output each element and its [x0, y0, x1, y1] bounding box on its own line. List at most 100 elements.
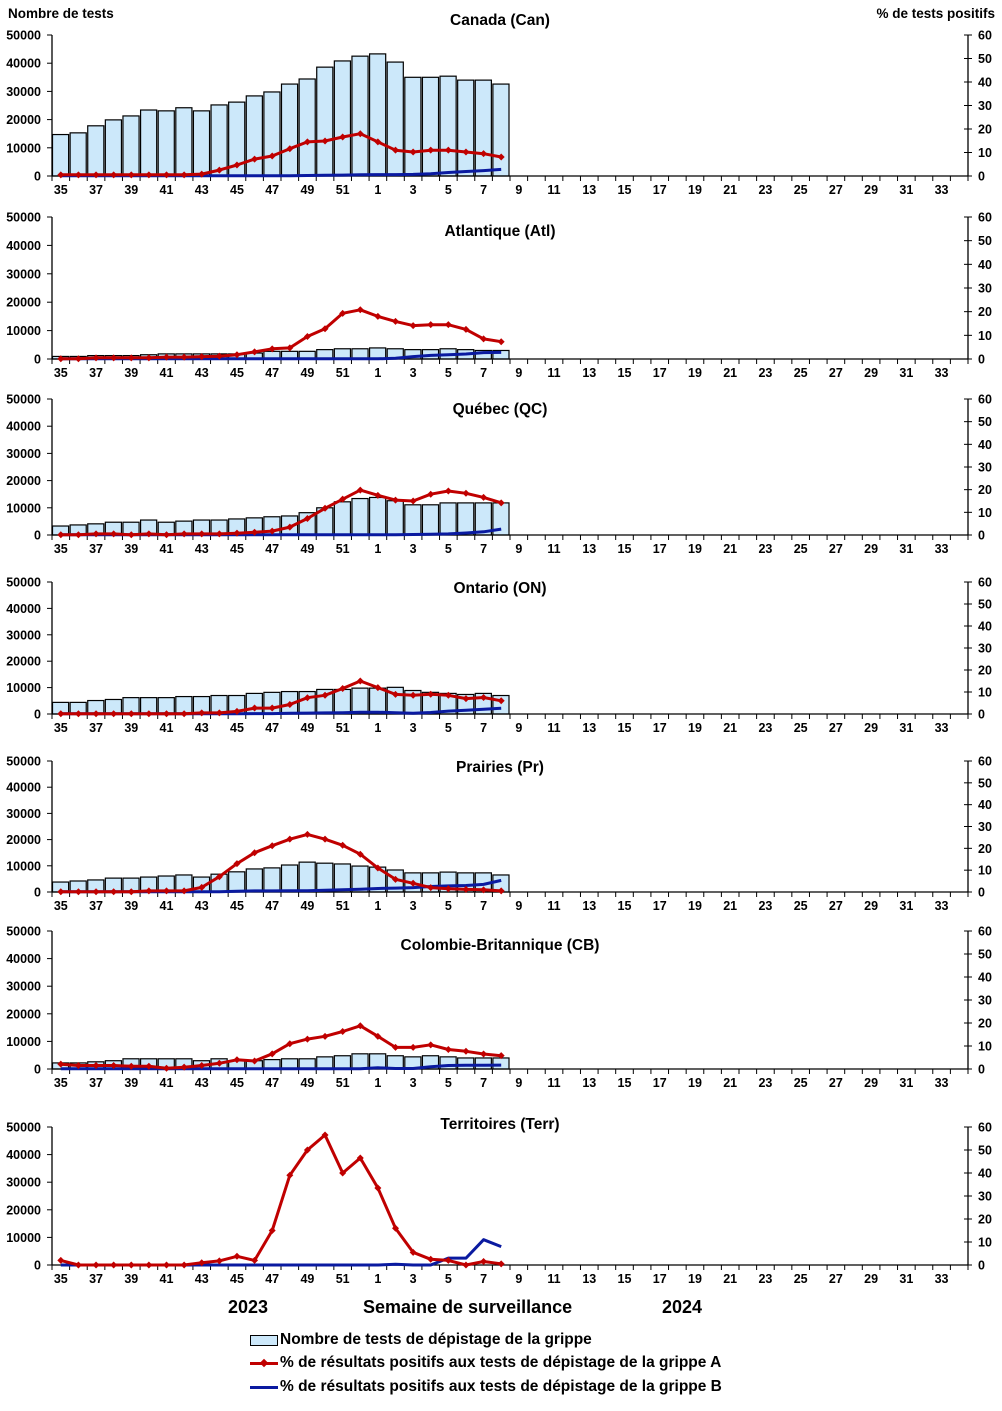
- point-flu-a: [321, 137, 329, 145]
- point-flu-a: [462, 148, 470, 156]
- x-tick-label: 1: [374, 1272, 381, 1286]
- x-tick-label: 51: [336, 1076, 350, 1090]
- point-flu-a: [251, 1057, 259, 1065]
- bar-tests: [333, 688, 352, 715]
- point-flu-a: [74, 888, 82, 896]
- bar-tests: [351, 1053, 369, 1070]
- x-tick-label: 39: [124, 542, 138, 556]
- point-flu-a: [374, 864, 382, 872]
- point-flu-a: [356, 1154, 364, 1162]
- x-tick-label: 35: [54, 899, 68, 913]
- x-tick-label: 43: [195, 183, 209, 197]
- x-tick-label: 3: [410, 366, 417, 380]
- point-flu-a: [268, 345, 276, 353]
- point-flu-a: [392, 1043, 399, 1051]
- bar-tests: [404, 504, 422, 536]
- x-tick-label: 7: [480, 1076, 487, 1090]
- point-flu-a: [180, 353, 188, 361]
- point-flu-a: [57, 888, 65, 896]
- x-tick-label: 5: [445, 183, 452, 197]
- x-tick-label: 33: [935, 542, 949, 556]
- point-flu-a: [392, 146, 399, 154]
- point-flu-a: [392, 1224, 399, 1232]
- x-tick-label: 13: [582, 721, 596, 735]
- point-flu-a: [497, 1052, 505, 1060]
- x-tick-label: 21: [723, 721, 737, 735]
- x-tick-label: 7: [480, 899, 487, 913]
- point-flu-a: [356, 1022, 364, 1030]
- x-tick-label: 11: [547, 1272, 560, 1286]
- x-tick-label: 23: [758, 1272, 772, 1286]
- right-tick-label: 60: [978, 1121, 992, 1135]
- x-tick-label: 21: [723, 183, 737, 197]
- point-flu-a: [356, 130, 364, 138]
- bar-tests: [69, 132, 87, 177]
- point-flu-a: [57, 171, 65, 179]
- point-flu-a: [427, 1255, 435, 1263]
- x-tick-label: 25: [794, 183, 808, 197]
- right-tick-label: 10: [978, 146, 992, 160]
- right-tick-label: 0: [978, 1259, 985, 1273]
- point-flu-a: [233, 529, 241, 537]
- point-flu-a: [127, 888, 135, 896]
- bar-tests: [316, 66, 334, 177]
- x-tick-label: 11: [547, 542, 560, 556]
- legend-item-tests: Nombre de tests de dépistage de la gripp…: [250, 1329, 592, 1351]
- point-flu-a: [198, 709, 206, 717]
- point-flu-a: [339, 684, 347, 692]
- point-flu-a: [198, 530, 206, 538]
- x-tick-label: 5: [445, 542, 452, 556]
- point-flu-a: [286, 145, 294, 153]
- x-tick-label: 43: [195, 899, 209, 913]
- right-tick-label: 10: [978, 506, 992, 520]
- x-tick-label: 39: [124, 1076, 138, 1090]
- point-flu-a: [480, 150, 488, 158]
- x-tick-label: 21: [723, 1272, 737, 1286]
- x-tick-label: 7: [480, 1272, 487, 1286]
- point-flu-a: [145, 1261, 153, 1269]
- x-tick-label: 43: [195, 1272, 209, 1286]
- point-flu-a: [339, 133, 347, 141]
- x-tick-label: 17: [653, 366, 667, 380]
- right-tick-label: 0: [978, 886, 985, 900]
- point-flu-a: [180, 530, 188, 538]
- year-right-label: 2024: [662, 1297, 703, 1317]
- bar-tests: [351, 55, 369, 177]
- point-flu-a: [444, 1256, 452, 1264]
- x-tick-label: 39: [124, 183, 138, 197]
- point-flu-a: [215, 1257, 223, 1265]
- point-flu-a: [303, 514, 311, 522]
- bar-tests: [280, 864, 299, 893]
- point-flu-a: [251, 155, 259, 163]
- bar-tests: [51, 133, 70, 177]
- x-tick-label: 21: [723, 1076, 737, 1090]
- bar-tests: [386, 61, 404, 177]
- point-flu-a: [92, 530, 100, 538]
- left-tick-label: 20000: [6, 1203, 41, 1217]
- x-tick-label: 27: [829, 899, 843, 913]
- left-tick-label: 50000: [6, 576, 41, 590]
- legend-line-b-swatch-icon: [250, 1382, 278, 1392]
- point-flu-a: [321, 325, 329, 333]
- x-tick-label: 15: [618, 899, 632, 913]
- bar-tests: [87, 125, 105, 177]
- x-tick-label: 23: [758, 366, 772, 380]
- right-tick-label: 20: [978, 664, 992, 678]
- point-flu-a: [215, 352, 223, 360]
- x-tick-label: 31: [899, 366, 913, 380]
- right-tick-label: 20: [978, 1017, 992, 1031]
- bar-tests: [157, 110, 175, 177]
- x-tick-label: 25: [794, 1076, 808, 1090]
- x-tick-label: 19: [688, 1272, 702, 1286]
- point-flu-a: [163, 1261, 170, 1269]
- point-flu-a: [233, 707, 241, 715]
- right-tick-label: 60: [978, 925, 992, 939]
- point-flu-a: [303, 333, 311, 341]
- x-tick-label: 33: [935, 366, 949, 380]
- point-flu-a: [74, 1261, 82, 1269]
- x-tick-label: 37: [89, 183, 103, 197]
- bar-tests: [245, 95, 263, 177]
- line-flu-b: [60, 1063, 502, 1071]
- point-flu-a: [145, 354, 153, 362]
